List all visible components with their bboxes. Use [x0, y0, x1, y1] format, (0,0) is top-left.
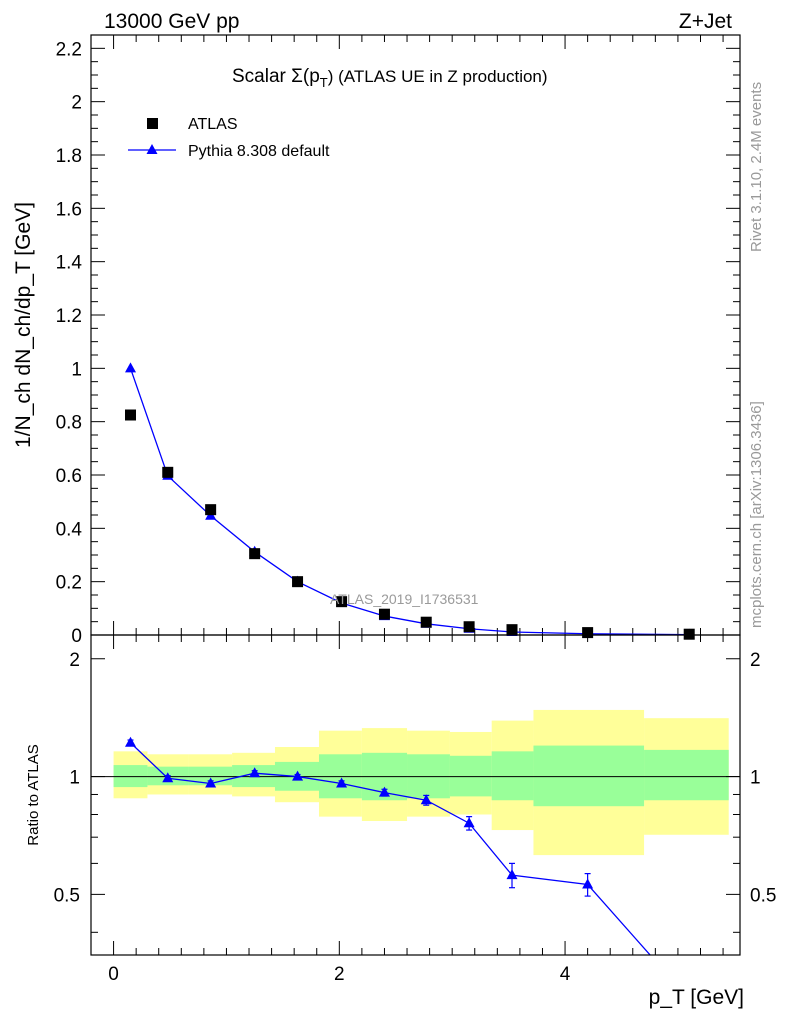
data-point: [162, 466, 174, 478]
data-point: [336, 596, 348, 608]
data-point: [125, 409, 137, 421]
data-point: [420, 616, 432, 628]
data-point: [378, 608, 390, 620]
ratio-tick-marks: [91, 635, 740, 955]
ratio-ylabel: Ratio to ATLAS: [25, 744, 42, 845]
main-ytick-label: 0.2: [56, 573, 82, 594]
main-ytick-label: 1: [71, 359, 82, 380]
data-point: [582, 627, 594, 639]
main-ytick-label: 1.8: [56, 146, 82, 167]
ratio-mc-line: [130, 742, 651, 955]
data-point: [249, 548, 261, 560]
ratio-xtick-label: 0: [108, 964, 119, 985]
main-ytick-label: 2: [71, 93, 82, 114]
ratio-ytick-label-left: 1: [69, 768, 80, 789]
ratio-mc-point: [506, 869, 518, 880]
ratio-mc-point: [378, 786, 390, 797]
ratio-ytick-label-right: 2: [750, 650, 761, 671]
green-band-bin: [491, 751, 534, 801]
main-tick-marks: [91, 34, 740, 636]
ratio-mc-point: [582, 878, 594, 889]
legend: ATLAS Pythia 8.308 default: [128, 116, 330, 160]
ratio-mc-point: [336, 777, 348, 788]
main-ytick-label: 0: [71, 626, 82, 647]
rivet-label: Rivet 3.1.10, 2.4M events: [748, 82, 765, 252]
main-ytick-label: 0.6: [56, 466, 82, 487]
data-point: [205, 504, 217, 516]
green-band-bin: [533, 745, 645, 807]
chart-title: Scalar Σ(pT) (ATLAS UE in Z production): [232, 66, 548, 90]
main-ytick-label: 1.2: [56, 306, 82, 327]
ratio-ytick-label-right: 1: [750, 768, 761, 789]
data-point: [463, 621, 475, 633]
legend-label-pythia: Pythia 8.308 default: [188, 143, 330, 160]
ratio-frame: [90, 634, 741, 956]
data-series: [125, 409, 695, 640]
main-ylabel: 1/N_ch dN_ch/dp_T [GeV]: [12, 202, 35, 448]
data-point: [292, 576, 304, 588]
legend-label-atlas: ATLAS: [188, 116, 238, 133]
energy-label: 13000 GeV pp: [104, 10, 239, 33]
ratio-xtick-label: 2: [334, 964, 345, 985]
main-ytick-label: 2.2: [56, 39, 82, 60]
source-label: mcplots.cern.ch [arXiv:1306.3436]: [748, 401, 765, 628]
ratio-mc-point: [292, 770, 304, 781]
ratio-ytick-label-left: 2: [69, 650, 80, 671]
main-ytick-label: 1.6: [56, 199, 82, 220]
ratio-mc-point: [420, 794, 432, 805]
ratio-panel: 0.5 0.5 1 1 2 2 0 2 4 Ratio to ATLAS p_T [GeV]: [25, 634, 777, 1009]
ratio-ytick-label-left: 0.5: [54, 885, 80, 906]
main-ylabel-text: 1/N_ch dN_ch/dp_T [GeV]: [12, 202, 35, 448]
ratio-mc-point: [249, 767, 261, 778]
ratio-ytick-labels: 0.5 0.5 1 1 2 2: [54, 650, 777, 907]
legend-marker-atlas: [147, 118, 158, 129]
main-ytick-labels: 0 0.2 0.4 0.6 0.8 1 1.2 1.4 1.6 1.8 2 2.2: [56, 39, 83, 647]
ratio-ytick-label-right: 0.5: [750, 885, 776, 906]
ratio-mc-point: [162, 772, 174, 783]
ratio-mc-point: [463, 817, 475, 828]
ratio-xtick-labels: 0 2 4: [108, 964, 570, 985]
green-band-bin: [644, 749, 729, 801]
main-ytick-label: 0.8: [56, 413, 82, 434]
mc-line: [129, 368, 690, 636]
process-label: Z+Jet: [679, 10, 732, 33]
legend-marker-pythia: [146, 144, 158, 154]
main-ytick-label: 0.4: [56, 519, 83, 540]
data-point: [506, 624, 518, 636]
ratio-xtick-label: 4: [560, 964, 571, 985]
mc-point: [125, 362, 137, 373]
main-ytick-label: 1.4: [56, 253, 83, 274]
ratio-mc-point: [205, 777, 217, 788]
data-point: [683, 628, 695, 640]
analysis-watermark: ATLAS_2019_I1736531: [330, 591, 479, 607]
ratio-xlabel: p_T [GeV]: [649, 986, 744, 1009]
main-panel: 0 0.2 0.4 0.6 0.8 1 1.2 1.4 1.6 1.8 2 2.2 Scalar Σ(…: [12, 34, 741, 647]
ratio-mc-series: [125, 736, 651, 955]
ratio-mc-point: [125, 736, 137, 747]
